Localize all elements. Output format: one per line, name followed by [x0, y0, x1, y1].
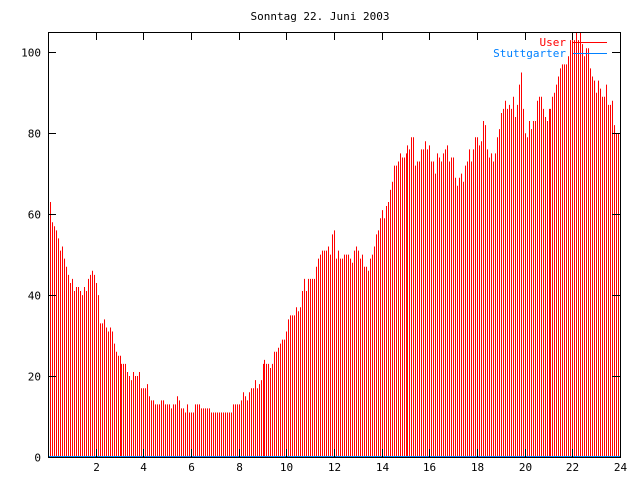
- y-tick-label: 0: [34, 452, 41, 465]
- y-tick-label: 20: [28, 371, 41, 384]
- x-tick-label: 18: [471, 461, 484, 474]
- x-tick-label: 10: [280, 461, 293, 474]
- x-tick-label: 12: [328, 461, 341, 474]
- user-series-bars: [48, 32, 619, 457]
- x-tick-label: 6: [188, 461, 195, 474]
- y-tick-label: 40: [28, 290, 41, 303]
- x-tick-label: 2: [93, 461, 100, 474]
- x-tick-label: 20: [519, 461, 532, 474]
- y-tick-label: 80: [28, 128, 41, 141]
- x-tick-label: 22: [566, 461, 579, 474]
- legend-label-stuttgarter: Stuttgarter: [493, 47, 566, 60]
- y-tick-label: 60: [28, 209, 41, 222]
- chart-title: Sonntag 22. Juni 2003: [250, 10, 389, 23]
- legend: User Stuttgarter: [493, 36, 607, 60]
- legend-label-user: User: [540, 36, 567, 49]
- x-tick-label: 4: [140, 461, 147, 474]
- x-tick-label: 16: [423, 461, 436, 474]
- x-tick-label: 24: [614, 461, 628, 474]
- x-tick-label: 8: [236, 461, 243, 474]
- x-tick-label: 14: [376, 461, 390, 474]
- y-tick-label: 100: [21, 47, 41, 60]
